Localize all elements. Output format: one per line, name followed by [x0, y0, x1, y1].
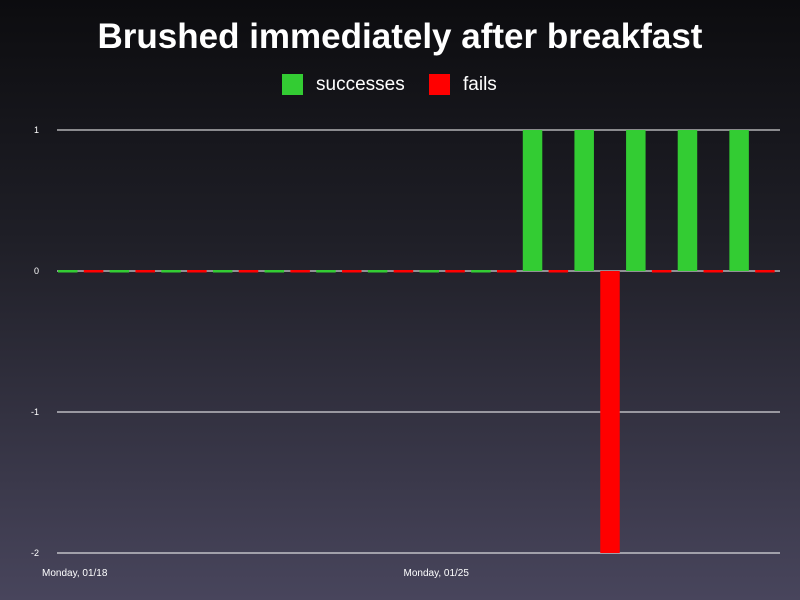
legend-label-fails: fails	[463, 74, 497, 95]
bar-successes-10	[574, 130, 594, 271]
y-tick-label: 1	[34, 125, 39, 135]
bar-successes-12	[677, 130, 698, 271]
y-tick-label: -1	[31, 407, 39, 417]
bar-fails-10	[600, 271, 620, 553]
x-tick-label: Monday, 01/25	[404, 568, 470, 579]
bar-successes-3	[212, 270, 233, 273]
bar-successes-6	[367, 270, 388, 273]
bar-successes-2	[161, 270, 181, 273]
bar-successes-8	[471, 270, 491, 273]
y-axis-ticks: 1 0 -1 -2	[31, 125, 39, 558]
bar-fails-3	[238, 270, 259, 273]
bar-fails-7	[445, 270, 465, 273]
bar-fails-9	[548, 270, 569, 273]
legend-swatch-fails	[429, 74, 450, 95]
bar-fails-1	[135, 270, 155, 273]
y-tick-label: -2	[31, 548, 39, 558]
bar-successes-7	[419, 270, 439, 273]
legend-swatch-successes	[282, 74, 303, 95]
bar-successes-4	[264, 270, 285, 273]
bar-successes-1	[109, 270, 130, 273]
bar-fails-8	[496, 270, 517, 273]
bar-successes-0	[58, 270, 78, 273]
bar-successes-5	[316, 270, 336, 273]
bar-fails-0	[83, 270, 104, 273]
bar-fails-11	[651, 270, 672, 273]
bar-successes-9	[522, 130, 543, 271]
bar-successes-13	[729, 130, 749, 271]
bar-fails-5	[342, 270, 362, 273]
bars	[58, 130, 775, 553]
grid	[57, 129, 780, 554]
bar-fails-13	[755, 270, 775, 273]
legend: successes fails	[282, 74, 497, 95]
x-tick-label: Monday, 01/18	[42, 568, 108, 579]
chart-title: Brushed immediately after breakfast	[98, 17, 703, 56]
bar-fails-4	[290, 270, 310, 273]
x-axis-ticks: Monday, 01/18 Monday, 01/25	[42, 568, 469, 579]
bar-fails-12	[703, 270, 724, 273]
bar-successes-11	[626, 130, 646, 271]
y-tick-label: 0	[34, 266, 39, 276]
bar-fails-2	[187, 270, 207, 273]
legend-label-successes: successes	[316, 74, 405, 95]
bar-fails-6	[393, 270, 414, 273]
